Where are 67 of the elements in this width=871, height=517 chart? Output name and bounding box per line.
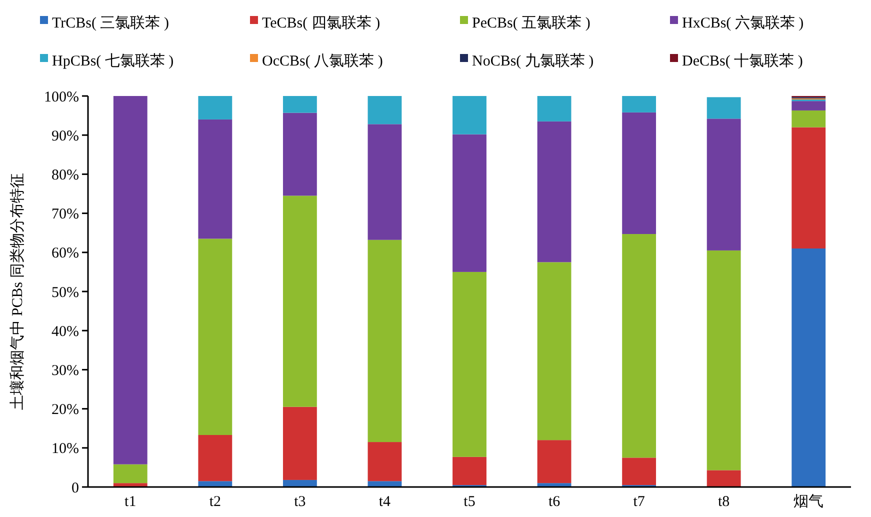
bar <box>113 483 148 487</box>
legend-label: PeCBs( 五氯联苯 ) <box>472 14 590 32</box>
bar <box>368 442 402 482</box>
bar <box>537 440 572 484</box>
x-tick-label: t4 <box>378 494 392 510</box>
bar <box>622 458 656 486</box>
x-tick-label: t5 <box>464 494 476 510</box>
y-tick-label: 100% <box>44 89 79 106</box>
legend-label: HxCBs( 六氯联苯 ) <box>682 14 804 32</box>
bar <box>792 127 826 248</box>
y-tick-label: 0 <box>72 480 79 496</box>
bar <box>198 434 232 482</box>
bar <box>706 250 741 470</box>
bar <box>282 480 317 487</box>
bar <box>282 112 317 196</box>
legend-label: OcCBs( 八氯联苯 ) <box>262 52 383 70</box>
bar <box>113 464 148 484</box>
bar <box>282 96 317 113</box>
y-tick-label: 50% <box>52 284 79 301</box>
legend-label: TeCBs( 四氯联苯 ) <box>262 14 380 32</box>
y-tick-label: 30% <box>52 362 79 379</box>
y-axis-title: 土壤和烟气中 PCBs 同类物分布特征 <box>9 173 26 410</box>
bar <box>282 196 317 407</box>
bar <box>368 124 402 240</box>
legend-label: DeCBs( 十氯联苯 ) <box>682 52 803 70</box>
bar <box>452 134 486 272</box>
bar <box>537 121 572 262</box>
bar <box>198 96 232 120</box>
bar <box>706 118 741 250</box>
y-tick-label: 40% <box>52 324 79 340</box>
bar <box>282 406 317 480</box>
bar <box>452 96 486 134</box>
bar <box>706 97 741 119</box>
bar <box>792 101 826 110</box>
bar <box>198 481 232 487</box>
x-tick-label: t7 <box>633 494 646 510</box>
bar <box>113 96 148 464</box>
legend-label: NoCBs( 九氯联苯 ) <box>472 52 594 70</box>
y-tick-label: 70% <box>52 206 79 223</box>
x-tick-label: t6 <box>548 494 561 510</box>
bar <box>368 96 402 124</box>
legend-label: TrCBs( 三氯联苯 ) <box>52 14 169 32</box>
y-tick-label: 80% <box>52 167 79 184</box>
bar <box>622 234 656 458</box>
x-tick-label: t8 <box>718 494 730 510</box>
bar <box>537 96 572 122</box>
x-tick-label: t1 <box>124 494 136 510</box>
bar <box>622 96 656 112</box>
bar <box>706 470 741 487</box>
bar <box>452 272 486 457</box>
x-tick-label: t2 <box>209 494 222 510</box>
bar <box>622 112 656 234</box>
x-tick-label: 烟气 <box>794 493 824 510</box>
bar <box>792 248 826 487</box>
legend-label: HpCBs( 七氯联苯 ) <box>52 52 174 70</box>
bar <box>198 119 232 239</box>
bar <box>198 238 232 435</box>
bar <box>452 456 486 486</box>
y-tick-label: 20% <box>52 402 79 418</box>
x-tick-label: t3 <box>294 494 306 510</box>
y-tick-label: 90% <box>52 128 79 144</box>
bar <box>368 240 402 442</box>
bar <box>368 481 402 487</box>
bar <box>792 110 826 128</box>
y-tick-label: 10% <box>52 441 79 458</box>
bar <box>537 262 572 440</box>
y-tick-label: 60% <box>52 246 79 262</box>
